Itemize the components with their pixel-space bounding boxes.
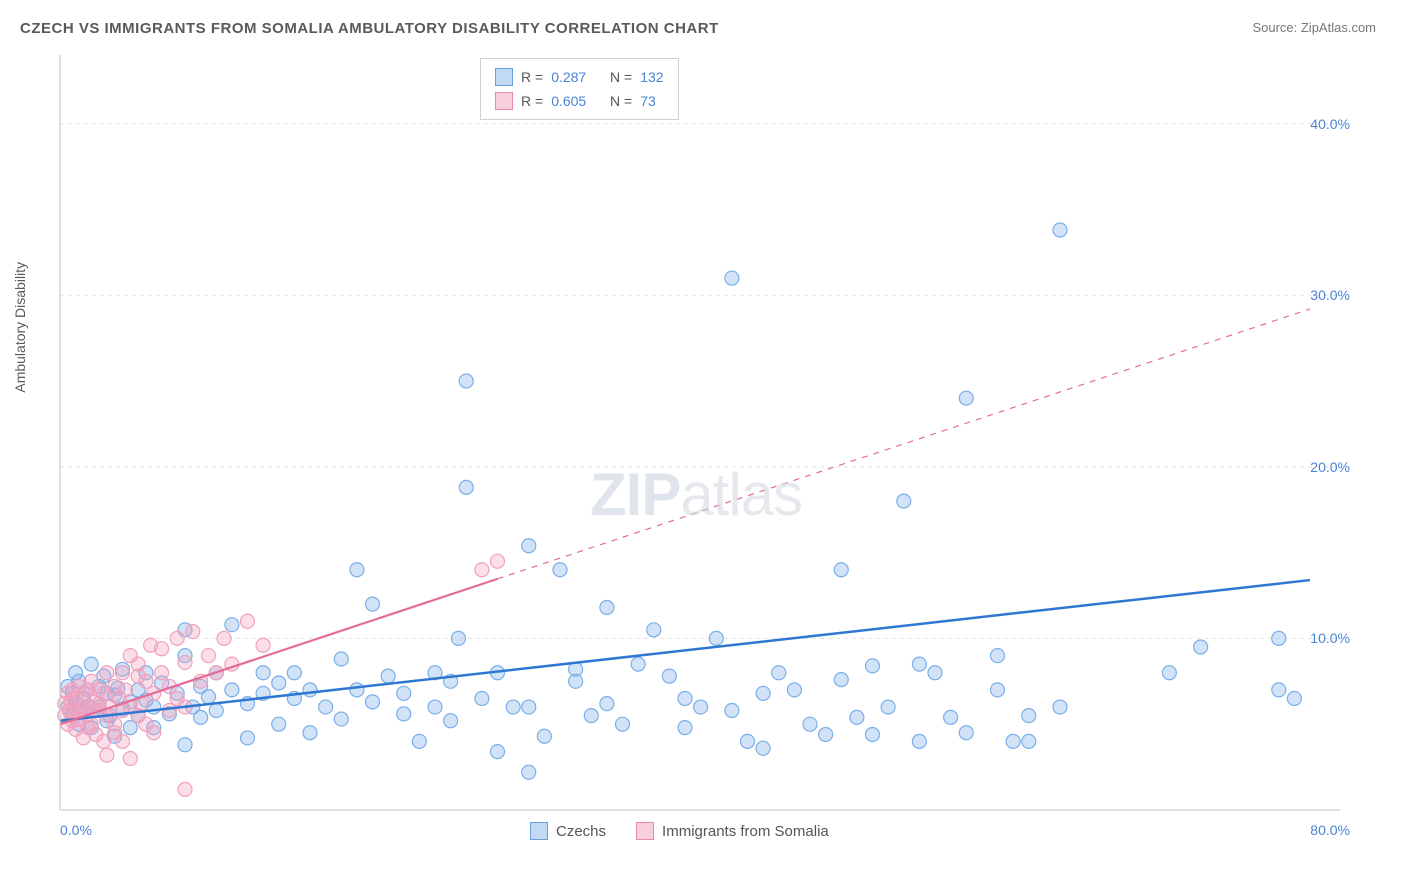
scatter-plot xyxy=(50,50,1350,850)
y-tick-label: 30.0% xyxy=(1310,287,1350,303)
n-value: 73 xyxy=(640,93,656,109)
r-value: 0.605 xyxy=(551,93,586,109)
n-value: 132 xyxy=(640,69,663,85)
n-label: N = xyxy=(610,93,632,109)
swatch-pink-icon xyxy=(495,92,513,110)
x-tick-label: 80.0% xyxy=(1310,822,1350,838)
legend-item-somalia: Immigrants from Somalia xyxy=(636,822,829,840)
y-tick-label: 40.0% xyxy=(1310,116,1350,132)
r-value: 0.287 xyxy=(551,69,586,85)
y-axis-label: Ambulatory Disability xyxy=(12,262,28,393)
legend-label: Czechs xyxy=(556,823,606,840)
r-label: R = xyxy=(521,69,543,85)
series-legend: Czechs Immigrants from Somalia xyxy=(530,822,829,840)
y-tick-label: 10.0% xyxy=(1310,630,1350,646)
r-label: R = xyxy=(521,93,543,109)
correlation-legend: R = 0.287 N = 132 R = 0.605 N = 73 xyxy=(480,58,679,120)
x-tick-label: 0.0% xyxy=(60,822,92,838)
chart-container: Ambulatory Disability ZIPatlas R = 0.287… xyxy=(50,50,1350,850)
swatch-pink-icon xyxy=(636,822,654,840)
source-attribution: Source: ZipAtlas.com xyxy=(1252,20,1376,35)
swatch-blue-icon xyxy=(495,68,513,86)
y-tick-label: 20.0% xyxy=(1310,459,1350,475)
n-label: N = xyxy=(610,69,632,85)
legend-row-czechs: R = 0.287 N = 132 xyxy=(495,65,664,89)
legend-row-somalia: R = 0.605 N = 73 xyxy=(495,89,664,113)
legend-label: Immigrants from Somalia xyxy=(662,823,829,840)
chart-title: CZECH VS IMMIGRANTS FROM SOMALIA AMBULAT… xyxy=(20,20,719,37)
legend-item-czechs: Czechs xyxy=(530,822,606,840)
swatch-blue-icon xyxy=(530,822,548,840)
